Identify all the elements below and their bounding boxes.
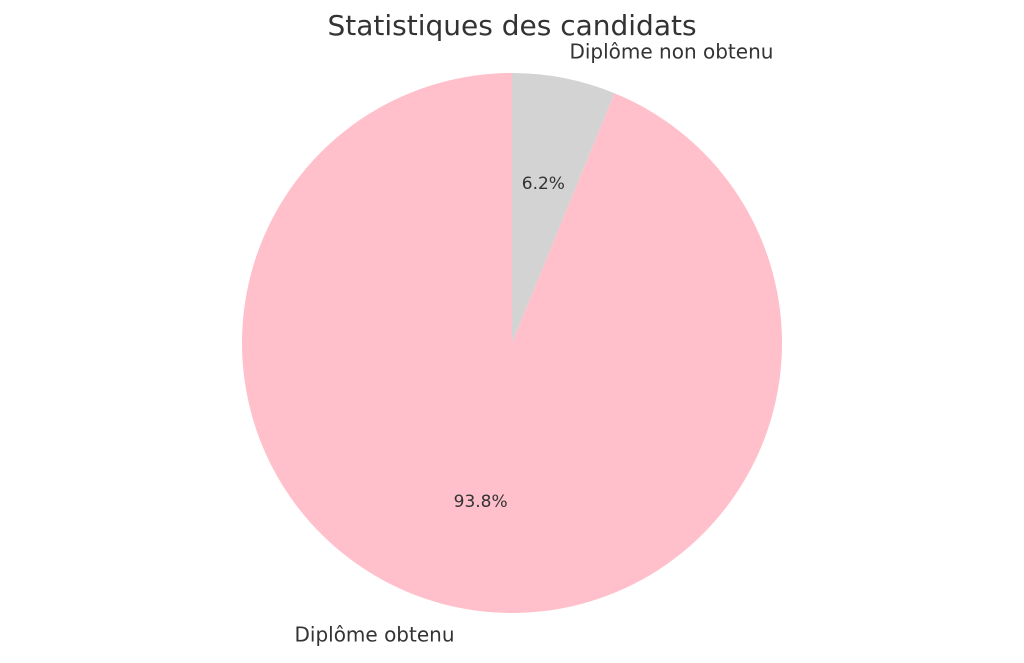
pie-slice-diplome-obtenu <box>242 73 782 613</box>
pie-slices <box>242 73 782 613</box>
pie-category-label: Diplôme obtenu <box>294 622 454 646</box>
pie-labels: 6.2% Diplôme non obtenu 93.8% Diplôme obten… <box>294 40 773 647</box>
pie-percent-label: 6.2% <box>522 174 565 194</box>
pie-percent-label: 93.8% <box>454 492 508 512</box>
pie-slice-diplome-non-obtenu <box>512 73 615 343</box>
pie-category-label: Diplôme non obtenu <box>569 40 773 64</box>
chart-title: Statistiques des candidats <box>327 9 696 42</box>
